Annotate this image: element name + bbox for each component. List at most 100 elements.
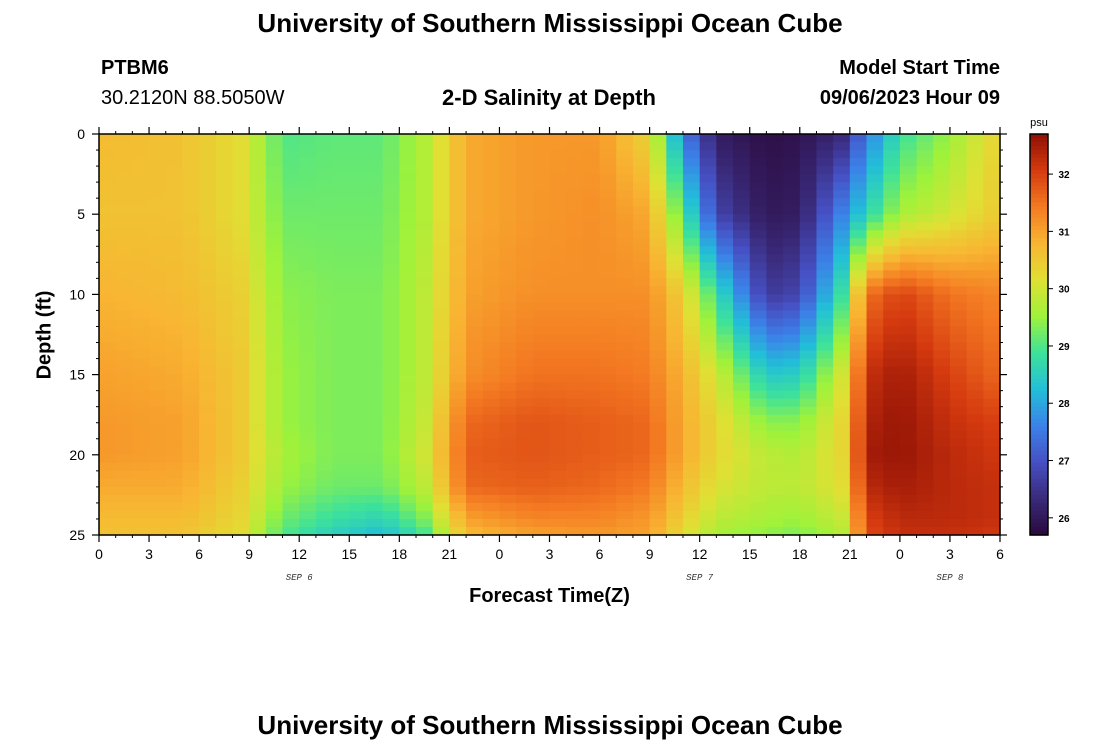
heatmap-cell <box>566 510 584 520</box>
heatmap-cell <box>99 334 117 344</box>
heatmap-cell <box>816 398 834 408</box>
heatmap-cell <box>582 150 601 159</box>
heatmap-cell <box>215 478 234 488</box>
y-tick-label: 10 <box>69 286 85 302</box>
heatmap-cell <box>866 518 884 528</box>
heatmap-cell <box>332 182 350 191</box>
heatmap-cell <box>215 342 234 352</box>
heatmap-cell <box>599 518 617 528</box>
heatmap-cell <box>949 278 968 287</box>
heatmap-cell <box>799 502 818 512</box>
colorbar-segment <box>1030 454 1048 460</box>
heatmap-cell <box>315 214 334 223</box>
heatmap-cell <box>716 134 734 143</box>
heatmap-cell <box>616 494 634 504</box>
heatmap-cell <box>315 374 334 384</box>
heatmap-cell <box>165 158 184 167</box>
heatmap-cell <box>499 374 517 384</box>
heatmap-cell <box>399 278 417 287</box>
heatmap-cell <box>666 310 684 320</box>
heatmap-cell <box>816 334 834 344</box>
heatmap-cell <box>466 182 484 191</box>
heatmap-cell <box>933 382 951 392</box>
heatmap-cell <box>99 350 117 360</box>
heatmap-cell <box>99 374 117 384</box>
colorbar-tick-label: 31 <box>1058 227 1070 238</box>
heatmap-cell <box>566 310 584 320</box>
heatmap-cell <box>215 302 234 312</box>
heatmap-cell <box>215 294 234 304</box>
heatmap-cell <box>649 238 667 247</box>
heatmap-cell <box>432 470 450 480</box>
heatmap-cell <box>649 374 667 384</box>
heatmap-cell <box>165 366 184 376</box>
heatmap-cell <box>966 326 984 336</box>
heatmap-cell <box>315 294 334 304</box>
heatmap-cell <box>649 342 667 352</box>
heatmap-cell <box>883 174 901 183</box>
heatmap-cell <box>532 510 551 520</box>
heatmap-cell <box>649 470 667 480</box>
heatmap-cell <box>883 270 901 279</box>
heatmap-cell <box>449 214 467 223</box>
heatmap-cell <box>866 526 884 536</box>
heatmap-cell <box>199 326 217 336</box>
heatmap-cell <box>232 318 250 328</box>
colorbar-segment <box>1030 298 1048 304</box>
heatmap-cell <box>382 270 400 279</box>
heatmap-cell <box>132 326 150 336</box>
y-tick-label: 15 <box>69 367 85 383</box>
heatmap-cell <box>649 398 667 408</box>
heatmap-cell <box>766 334 784 344</box>
heatmap-cell <box>99 206 117 215</box>
heatmap-cell <box>749 486 768 496</box>
heatmap-cell <box>382 150 400 159</box>
heatmap-cell <box>883 318 901 328</box>
heatmap-cell <box>733 134 751 143</box>
heatmap-cell <box>566 382 584 392</box>
heatmap-cell <box>966 390 984 400</box>
heatmap-cell <box>182 462 200 472</box>
heatmap-cell <box>716 398 734 408</box>
heatmap-cell <box>149 238 167 247</box>
heatmap-cell <box>199 486 217 496</box>
heatmap-cell <box>933 302 951 312</box>
heatmap-cell <box>749 158 768 167</box>
heatmap-cell <box>365 342 384 352</box>
heatmap-cell <box>883 278 901 287</box>
heatmap-cell <box>349 422 367 432</box>
heatmap-cell <box>799 358 818 368</box>
heatmap-cell <box>716 358 734 368</box>
heatmap-cell <box>299 182 317 191</box>
heatmap-cell <box>632 206 651 215</box>
heatmap-cell <box>599 230 617 239</box>
heatmap-cell <box>816 262 834 271</box>
heatmap-cell <box>99 166 117 175</box>
heatmap-cell <box>532 310 551 320</box>
heatmap-cell <box>582 142 601 151</box>
heatmap-cell <box>699 446 717 456</box>
heatmap-cell <box>499 278 517 287</box>
heatmap-cell <box>516 238 534 247</box>
heatmap-cell <box>282 166 300 175</box>
heatmap-cell <box>599 454 617 464</box>
heatmap-cell <box>549 158 567 167</box>
heatmap-cell <box>899 470 918 480</box>
heatmap-cell <box>966 350 984 360</box>
heatmap-cell <box>466 238 484 247</box>
heatmap-cell <box>816 446 834 456</box>
heatmap-cell <box>666 526 684 536</box>
heatmap-cell <box>232 390 250 400</box>
heatmap-cell <box>799 222 818 231</box>
heatmap-cell <box>949 166 968 175</box>
heatmap-cell <box>349 222 367 231</box>
heatmap-cell <box>616 366 634 376</box>
heatmap-cell <box>899 174 918 183</box>
page-title: University of Southern Mississippi Ocean… <box>257 8 843 38</box>
heatmap-cell <box>799 254 818 263</box>
heatmap-cell <box>833 334 851 344</box>
heatmap-cell <box>399 430 417 440</box>
heatmap-cell <box>399 470 417 480</box>
heatmap-cell <box>115 230 133 239</box>
heatmap-cell <box>699 174 717 183</box>
